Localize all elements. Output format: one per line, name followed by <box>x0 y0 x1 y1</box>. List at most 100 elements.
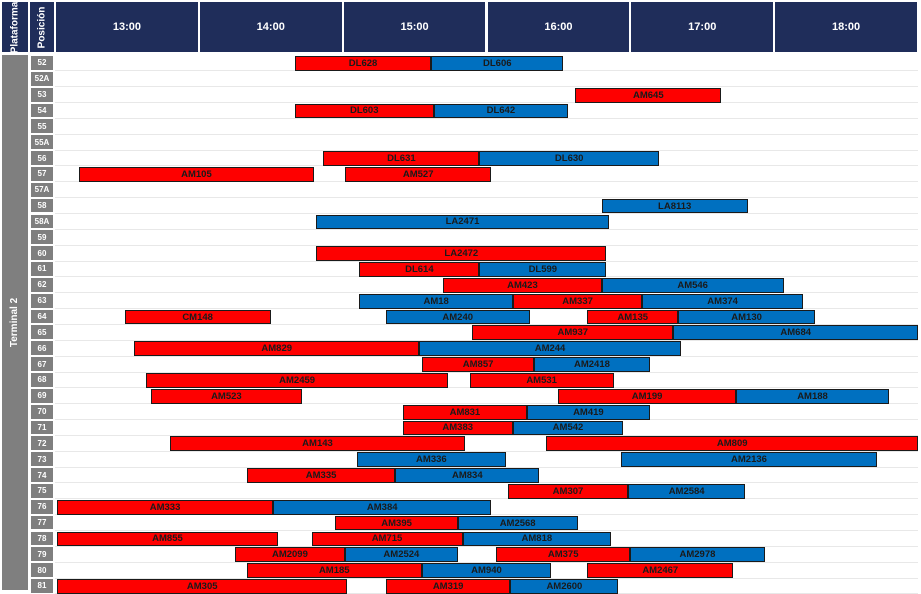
flight-bar-dl599[interactable]: DL599 <box>479 262 607 277</box>
flight-bar-am423[interactable]: AM423 <box>443 277 602 293</box>
flight-bar-am809[interactable]: AM809 <box>546 436 918 452</box>
position-74: 74 <box>31 468 53 482</box>
flight-bar-am188[interactable]: AM188 <box>735 388 890 404</box>
time-header-1800: 18:00 <box>775 2 917 52</box>
flight-bar-am240[interactable]: AM240 <box>385 309 530 325</box>
flight-bar-am857[interactable]: AM857 <box>421 357 535 372</box>
flight-bar-am105[interactable]: AM105 <box>78 166 314 182</box>
position-52A: 52A <box>31 71 53 86</box>
row-divider <box>55 466 918 468</box>
row-divider <box>55 323 918 325</box>
position-68: 68 <box>31 373 53 387</box>
flight-bar-am937[interactable]: AM937 <box>472 325 674 341</box>
row-divider <box>55 181 918 183</box>
position-80: 80 <box>31 563 53 578</box>
flight-bar-am383[interactable]: AM383 <box>402 420 513 436</box>
position-54: 54 <box>31 103 53 118</box>
row-divider <box>55 149 918 151</box>
flight-bar-am307[interactable]: AM307 <box>508 483 628 499</box>
position-72: 72 <box>31 436 53 451</box>
position-77: 77 <box>31 515 53 530</box>
position-61: 61 <box>31 262 53 276</box>
flight-bar-la2471[interactable]: LA2471 <box>316 214 609 230</box>
flight-bar-am185[interactable]: AM185 <box>246 563 422 579</box>
row-divider <box>55 530 918 531</box>
flight-bar-am2584[interactable]: AM2584 <box>627 483 746 499</box>
flight-bar-am531[interactable]: AM531 <box>469 373 614 388</box>
row-divider <box>55 228 918 230</box>
flight-bar-dl603[interactable]: DL603 <box>294 103 434 119</box>
row-divider <box>55 86 918 88</box>
flight-bar-dl614[interactable]: DL614 <box>359 262 480 277</box>
position-52: 52 <box>31 56 53 70</box>
flight-bar-am337[interactable]: AM337 <box>512 293 643 309</box>
row-divider <box>55 197 918 199</box>
row-divider <box>55 387 918 389</box>
flight-bar-am375[interactable]: AM375 <box>496 547 631 563</box>
flight-bar-la8113[interactable]: LA8113 <box>601 198 748 214</box>
flight-bar-am199[interactable]: AM199 <box>558 388 736 404</box>
flight-bar-am2978[interactable]: AM2978 <box>630 547 765 563</box>
flight-bar-am18[interactable]: AM18 <box>359 293 513 309</box>
time-header-1700: 17:00 <box>631 2 774 52</box>
time-header-1300: 13:00 <box>56 2 198 52</box>
flight-bar-am336[interactable]: AM336 <box>357 452 506 468</box>
flight-bar-am2459[interactable]: AM2459 <box>146 373 449 388</box>
plataforma-label: Plataforma <box>9 1 21 53</box>
flight-bar-am130[interactable]: AM130 <box>678 309 815 325</box>
flight-bar-dl642[interactable]: DL642 <box>433 103 568 119</box>
flight-bar-la2472[interactable]: LA2472 <box>316 246 607 262</box>
position-56: 56 <box>31 151 53 165</box>
flight-bar-am2099[interactable]: AM2099 <box>234 547 346 563</box>
flight-bar-am335[interactable]: AM335 <box>246 468 396 483</box>
flight-bar-am527[interactable]: AM527 <box>345 166 492 182</box>
flight-bar-am715[interactable]: AM715 <box>311 531 463 547</box>
row-divider <box>55 102 918 104</box>
row-divider <box>55 260 918 262</box>
flight-bar-am374[interactable]: AM374 <box>642 293 803 309</box>
flight-bar-am395[interactable]: AM395 <box>335 515 458 531</box>
row-divider <box>55 482 918 484</box>
flight-bar-dl631[interactable]: DL631 <box>323 151 480 166</box>
flight-bar-am2136[interactable]: AM2136 <box>620 452 878 468</box>
time-header-1500: 15:00 <box>343 2 486 52</box>
flight-bar-am2418[interactable]: AM2418 <box>534 357 650 372</box>
position-63: 63 <box>31 293 53 308</box>
flight-bar-am829[interactable]: AM829 <box>134 341 420 357</box>
flight-bar-am2524[interactable]: AM2524 <box>345 547 458 563</box>
flight-bar-am333[interactable]: AM333 <box>57 499 274 515</box>
position-58A: 58A <box>31 214 53 229</box>
flight-bar-am818[interactable]: AM818 <box>462 531 612 547</box>
position-59: 59 <box>31 230 53 245</box>
flight-bar-am684[interactable]: AM684 <box>673 325 918 341</box>
row-divider <box>55 244 918 246</box>
flight-bar-am135[interactable]: AM135 <box>587 309 679 325</box>
position-60: 60 <box>31 246 53 261</box>
flight-bar-am2568[interactable]: AM2568 <box>457 515 578 531</box>
flight-bar-dl630[interactable]: DL630 <box>479 151 660 166</box>
row-divider <box>55 117 918 119</box>
flight-bar-dl606[interactable]: DL606 <box>431 56 564 71</box>
flight-bar-am855[interactable]: AM855 <box>57 531 278 547</box>
flight-bar-am546[interactable]: AM546 <box>601 277 784 293</box>
row-divider <box>55 355 918 357</box>
flight-bar-am831[interactable]: AM831 <box>402 404 528 420</box>
flight-bar-am542[interactable]: AM542 <box>512 420 624 436</box>
flight-bar-am244[interactable]: AM244 <box>419 341 681 357</box>
flight-bar-am419[interactable]: AM419 <box>527 404 650 420</box>
terminal-label-column: Terminal 2 <box>2 55 28 590</box>
row-divider <box>55 371 918 373</box>
row-divider <box>55 308 918 310</box>
flight-bar-am940[interactable]: AM940 <box>421 563 552 579</box>
flight-bar-am834[interactable]: AM834 <box>395 468 540 483</box>
posicion-label: Posición <box>36 6 48 48</box>
flight-bar-am523[interactable]: AM523 <box>150 388 302 404</box>
flight-bar-am645[interactable]: AM645 <box>575 87 722 103</box>
flight-bar-am143[interactable]: AM143 <box>170 436 465 452</box>
row-divider <box>55 213 918 214</box>
row-divider <box>55 133 918 135</box>
flight-bar-cm148[interactable]: CM148 <box>124 309 271 325</box>
flight-bar-dl628[interactable]: DL628 <box>294 56 432 71</box>
flight-bar-am2467[interactable]: AM2467 <box>587 563 734 579</box>
flight-bar-am384[interactable]: AM384 <box>273 499 492 515</box>
